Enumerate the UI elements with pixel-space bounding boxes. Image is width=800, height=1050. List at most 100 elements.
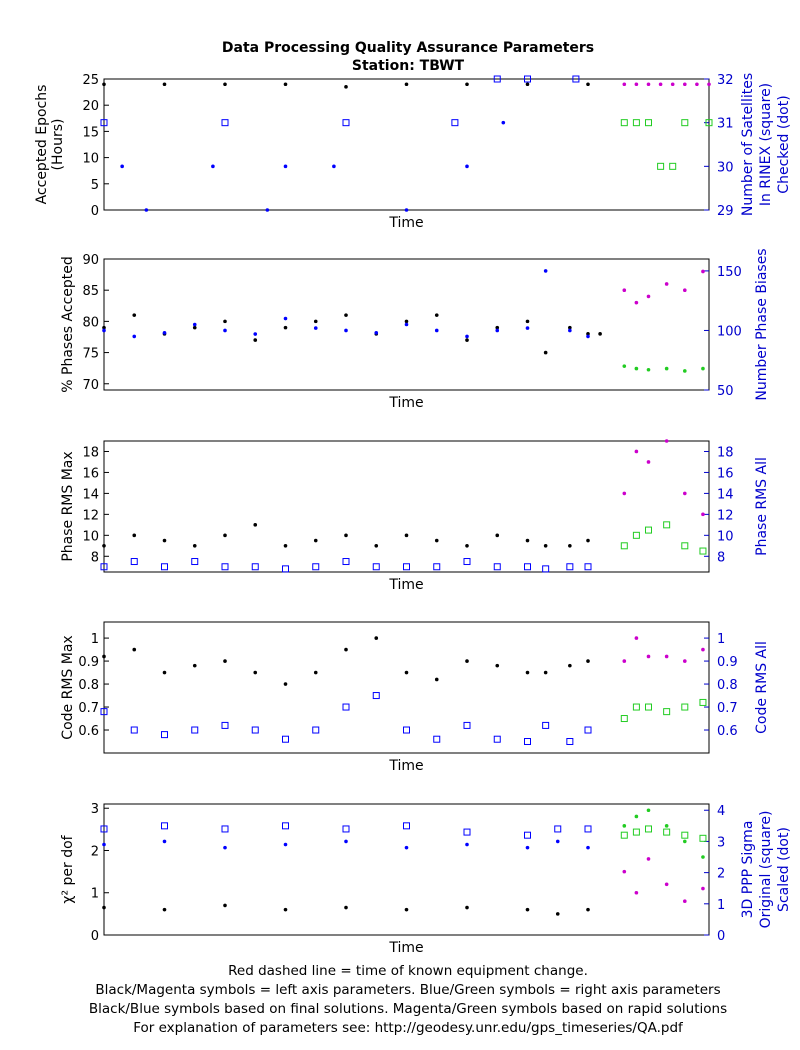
data-point-dot: [586, 659, 590, 663]
data-point-dot: [495, 533, 500, 538]
left-tick-label: 15: [82, 125, 99, 140]
left-tick-label: 0.9: [78, 655, 99, 670]
data-point-dot: [622, 82, 627, 87]
right-tick-label: 100: [717, 324, 742, 339]
data-point-square: [493, 563, 501, 571]
left-axis-label: Code RMS Max: [60, 635, 76, 739]
footer-line-2: Black/Magenta symbols = left axis parame…: [95, 982, 720, 998]
data-point-square: [161, 731, 168, 739]
data-point-dot: [525, 845, 530, 850]
data-point-dot: [525, 670, 530, 675]
data-point-dot: [465, 82, 469, 87]
right-tick-label: 16: [717, 466, 734, 481]
data-point-square: [657, 162, 665, 170]
right-axis-label: 3D PPP Sigma: [740, 821, 756, 919]
data-point-dot: [555, 912, 560, 916]
left-axis-label: Phase RMS Max: [60, 451, 76, 561]
left-tick-label: 80: [82, 315, 99, 330]
left-tick-label: 25: [82, 73, 99, 88]
right-tick-label: 0.7: [717, 701, 738, 716]
data-point-dot: [465, 905, 469, 910]
data-point-square: [663, 521, 671, 529]
data-point-dot: [683, 369, 687, 373]
right-tick-label: 1: [717, 898, 725, 913]
data-point-square: [191, 726, 199, 734]
chart-panel-3: 8 10 12 14 16 18 8 10 12 14 16 18 Time Phase RMS Max P…: [60, 439, 770, 593]
data-point-dot: [132, 334, 137, 339]
data-point-square: [542, 565, 550, 573]
data-point-dot: [253, 523, 258, 527]
data-point-dot: [253, 332, 258, 336]
data-point-square: [100, 119, 108, 127]
data-point-square: [584, 726, 592, 734]
data-point-dot: [707, 82, 711, 87]
right-axis-label: Phase RMS All: [754, 457, 770, 556]
data-point-dot: [670, 82, 675, 87]
left-tick-label: 12: [82, 508, 99, 523]
data-point-square: [372, 563, 380, 571]
data-point-square: [493, 735, 501, 743]
data-point-square: [620, 715, 628, 723]
data-point-dot: [683, 899, 687, 903]
panel-frame: [103, 258, 710, 391]
data-point-square: [572, 75, 580, 83]
data-point-dot: [568, 663, 572, 668]
data-point-dot: [162, 670, 167, 675]
data-point-dot: [223, 845, 227, 850]
data-point-dot: [102, 328, 106, 333]
data-point-dot: [283, 907, 288, 912]
data-point-square: [372, 692, 380, 700]
panel-frame: [103, 78, 710, 211]
data-point-square: [632, 828, 640, 836]
data-point-dot: [404, 845, 409, 850]
x-axis-label: Time: [388, 940, 423, 956]
data-point-dot: [664, 824, 669, 828]
data-point-dot: [658, 82, 663, 87]
chart-panel-2: 70 75 80 85 90 50 100 150 Time % Phases Accepted N…: [60, 248, 770, 411]
data-point-square: [620, 831, 628, 839]
data-point-dot: [701, 366, 705, 371]
data-point-square: [251, 563, 259, 571]
right-axis-label: Checked (dot): [776, 95, 792, 193]
left-tick-label: 10: [82, 152, 99, 167]
data-point-square: [524, 831, 531, 839]
x-axis-label: Time: [388, 758, 423, 774]
data-point-square: [221, 563, 229, 571]
left-axis-label: (Hours): [50, 119, 66, 171]
data-point-dot: [211, 164, 215, 169]
data-point-dot: [162, 331, 167, 335]
data-point-dot: [555, 839, 560, 844]
data-point-dot: [102, 654, 106, 659]
data-point-dot: [683, 659, 687, 663]
right-axis-label: Original (square): [758, 811, 774, 929]
data-point-dot: [465, 334, 469, 339]
data-point-dot: [102, 325, 106, 330]
data-point-dot: [634, 366, 639, 371]
data-point-dot: [465, 164, 469, 169]
data-point-dot: [646, 82, 651, 87]
data-point-dot: [634, 82, 639, 87]
data-point-square: [433, 563, 441, 571]
data-point-dot: [192, 322, 197, 327]
data-point-square: [681, 703, 689, 711]
right-tick-label: 12: [717, 508, 734, 523]
data-point-square: [161, 563, 168, 571]
data-point-dot: [622, 491, 627, 496]
left-tick-label: 0.7: [78, 701, 99, 716]
left-tick-label: 10: [82, 529, 99, 544]
data-point-square: [699, 834, 707, 842]
data-point-dot: [646, 460, 651, 464]
left-tick-label: 75: [82, 347, 99, 362]
data-point-dot: [586, 845, 590, 850]
data-point-square: [663, 708, 671, 716]
data-point-dot: [102, 82, 106, 87]
data-point-square: [645, 526, 652, 534]
data-point-dot: [102, 842, 106, 847]
data-point-dot: [664, 882, 669, 887]
data-point-dot: [404, 208, 409, 212]
data-point-dot: [568, 544, 572, 548]
data-point-square: [524, 75, 531, 83]
panel-frame: [103, 440, 710, 573]
left-tick-label: 0: [91, 204, 99, 219]
